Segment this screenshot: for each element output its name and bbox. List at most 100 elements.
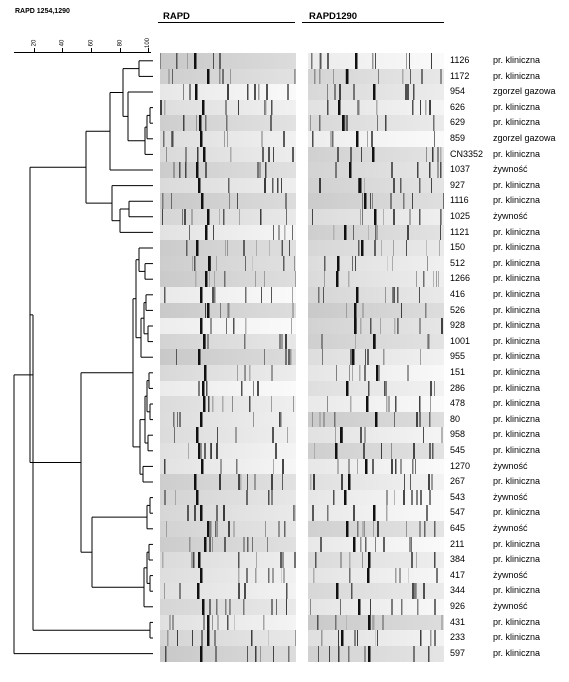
- gel-lane-rapd: [160, 458, 296, 475]
- gel-lane-rapd1290: [308, 240, 444, 257]
- gel-lane-rapd: [160, 567, 296, 584]
- sample-id: 431: [450, 616, 466, 627]
- gel-lane-rapd: [160, 599, 296, 616]
- gel-lane-rapd: [160, 209, 296, 226]
- sample-id: 417: [450, 569, 466, 580]
- gel-lane-rapd1290: [308, 599, 444, 616]
- sample-id: 286: [450, 382, 466, 393]
- gel-lane-rapd: [160, 99, 296, 116]
- gel-lane-rapd: [160, 177, 296, 194]
- gel-lane-rapd: [160, 84, 296, 101]
- gel-lane-rapd1290: [308, 146, 444, 163]
- gel-lane-rapd1290: [308, 177, 444, 194]
- gel-lane-rapd1290: [308, 645, 444, 662]
- gel-lane-rapd: [160, 443, 296, 460]
- gel-lane-rapd: [160, 68, 296, 85]
- sample-source: pr. kliniczna: [493, 304, 541, 315]
- gel-lane-rapd1290: [308, 614, 444, 631]
- sample-id: 1025: [450, 211, 471, 221]
- sample-id: 384: [450, 554, 466, 565]
- sample-id: 1001: [450, 335, 471, 346]
- scale-tick: [148, 48, 149, 52]
- sample-id: 1037: [450, 164, 471, 175]
- sample-source: pr. kliniczna: [493, 554, 541, 565]
- sample-source: pr. kliniczna: [493, 585, 541, 596]
- gel-lane-rapd: [160, 427, 296, 444]
- sample-source: żywność: [493, 491, 528, 502]
- gel-lane-rapd1290: [308, 255, 444, 272]
- gel-lane-rapd1290: [308, 131, 444, 148]
- gel-lane-rapd: [160, 365, 296, 382]
- gel-lane-rapd1290: [308, 521, 444, 538]
- gel-lane-rapd1290: [308, 302, 444, 319]
- gel-lane-rapd1290: [308, 365, 444, 382]
- sample-id: CN3352: [450, 148, 484, 159]
- sample-id: 626: [450, 101, 466, 112]
- gel-lane-rapd1290: [308, 271, 444, 288]
- gel-lane-rapd1290: [308, 583, 444, 600]
- gel-lane-rapd1290: [308, 68, 444, 85]
- sample-id: 233: [450, 632, 466, 643]
- sample-id: 80: [450, 413, 461, 424]
- gel-lane-rapd: [160, 614, 296, 631]
- sample-id: 543: [450, 491, 466, 502]
- sample-source: pr. kliniczna: [493, 101, 541, 112]
- scale-tick: [120, 48, 121, 52]
- gel-lane-rapd1290: [308, 567, 444, 584]
- sample-source: pr. kliniczna: [493, 335, 541, 346]
- sample-id: 211: [450, 538, 465, 549]
- sample-id: 547: [450, 507, 466, 518]
- sample-id: 928: [450, 320, 466, 331]
- sample-id: 954: [450, 86, 466, 97]
- sample-source: pr. kliniczna: [493, 351, 541, 362]
- sample-source: pr. kliniczna: [493, 117, 541, 128]
- gel-lane-rapd: [160, 271, 296, 288]
- sample-source: pr. kliniczna: [493, 320, 541, 331]
- gel-lane-rapd: [160, 380, 296, 397]
- sample-source: pr. kliniczna: [493, 429, 541, 440]
- sample-source: pr. kliniczna: [493, 242, 541, 253]
- gel-lane-rapd: [160, 489, 296, 506]
- gel-lane-rapd: [160, 552, 296, 569]
- scale-tick: [91, 48, 92, 52]
- sample-id: 927: [450, 179, 466, 190]
- gel-lane-rapd1290: [308, 53, 444, 70]
- sample-id: 1172: [450, 70, 470, 81]
- gel-lane-rapd: [160, 318, 296, 335]
- sample-id: 645: [450, 523, 466, 533]
- sample-source: zgorzel gazowa: [493, 133, 556, 143]
- gel-lane-rapd1290: [308, 380, 444, 397]
- gel-lane-rapd: [160, 396, 296, 413]
- gel-lane-rapd: [160, 505, 296, 522]
- gel-lane-rapd: [160, 162, 296, 179]
- gel-lane-rapd1290: [308, 552, 444, 569]
- gel-lane-rapd1290: [308, 489, 444, 506]
- gel-lane-rapd1290: [308, 427, 444, 444]
- sample-source: pr. kliniczna: [493, 367, 541, 377]
- gel-lane-rapd: [160, 583, 296, 600]
- gel-lane-rapd1290: [308, 411, 444, 428]
- gel-lane-rapd: [160, 115, 296, 132]
- sample-id: 958: [450, 429, 466, 440]
- gel-lane-rapd1290: [308, 209, 444, 226]
- gel-lane-rapd: [160, 240, 296, 257]
- gel-lane-rapd: [160, 255, 296, 272]
- sample-id: 416: [450, 289, 466, 299]
- sample-id: 526: [450, 304, 466, 315]
- gel-lane-rapd: [160, 349, 296, 366]
- gel-lane-rapd: [160, 224, 296, 241]
- sample-source: żywność: [493, 601, 528, 611]
- gel-lane-rapd1290: [308, 536, 444, 553]
- gel-lane-rapd1290: [308, 287, 444, 304]
- sample-source: pr. kliniczna: [493, 445, 541, 455]
- gel-lane-rapd: [160, 333, 296, 350]
- sample-source: pr. kliniczna: [493, 195, 541, 206]
- scale-tick: [34, 48, 35, 52]
- gel-lane-rapd: [160, 193, 296, 210]
- gel-lane-rapd1290: [308, 318, 444, 335]
- similarity-scale: 20 40 60 80 100: [14, 38, 154, 56]
- gel-lane-rapd: [160, 536, 296, 553]
- sample-id: 597: [450, 647, 466, 658]
- sample-source: pr. kliniczna: [493, 507, 541, 518]
